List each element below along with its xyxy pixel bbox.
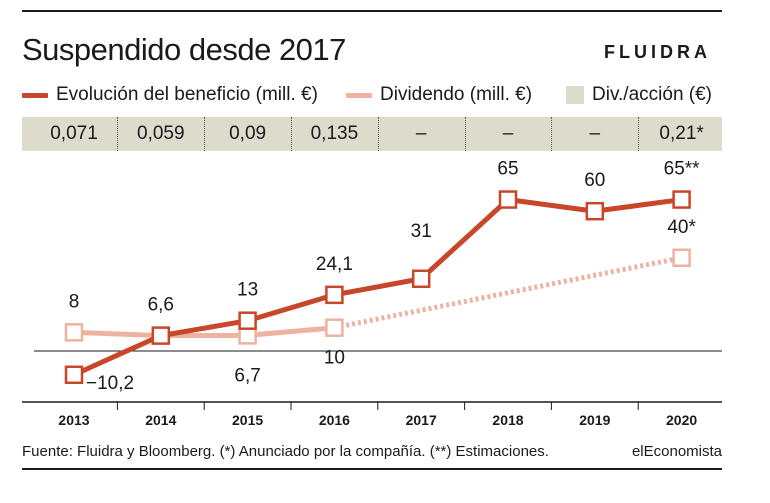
- profit-label-2020: 65**: [664, 159, 701, 180]
- dividend-projection-line: [333, 255, 683, 331]
- profit-point-2018: [498, 190, 518, 209]
- legend-dividend-swatch: [346, 92, 372, 98]
- dps-divider: [465, 117, 467, 151]
- legend-profit-swatch: [22, 92, 48, 98]
- dividend-label-2013: 8: [69, 291, 80, 312]
- x-tick-label-2016: 2016: [319, 412, 350, 428]
- dps-value-2020: 0,21*: [659, 123, 704, 144]
- dps-divider: [291, 117, 293, 151]
- dps-value-2013: 0,071: [50, 123, 98, 144]
- dps-value-2016: 0,135: [310, 123, 359, 144]
- x-tick-label-2018: 2018: [492, 412, 523, 428]
- chart-title: Suspendido desde 2017: [22, 32, 346, 67]
- dividend-label-2016: 10: [324, 348, 345, 369]
- dividend-point-2020: [672, 248, 691, 268]
- dps-value-2019: –: [589, 123, 601, 144]
- dps-value-2014: 0,059: [137, 123, 185, 144]
- legend-dividend-label: Dividendo (mill. €): [380, 84, 533, 105]
- profit-label-2015: 13: [237, 280, 258, 301]
- dps-value-2018: –: [502, 123, 514, 144]
- x-tick-label-2015: 2015: [232, 412, 263, 428]
- dividend-label-2020: 40*: [667, 217, 696, 238]
- dividend-point-2016: [325, 318, 344, 337]
- legend-dps-swatch: [566, 86, 584, 104]
- dps-divider: [117, 117, 119, 151]
- x-tick-label-2014: 2014: [145, 412, 176, 428]
- legend-dps: Div./acción (€): [566, 82, 712, 108]
- brand-credit: elEconomista: [631, 443, 722, 460]
- profit-label-2013: −10,2: [86, 373, 134, 394]
- dividend-line: [73, 325, 335, 339]
- dps-divider: [638, 117, 640, 151]
- dps-divider: [204, 117, 206, 151]
- profit-point-2017: [411, 269, 431, 289]
- fluidra-logo: FLUIDRA: [604, 42, 711, 62]
- x-tick-label-2019: 2019: [579, 412, 610, 428]
- dividend-point-2013: [64, 323, 84, 342]
- source-note: Fuente: Fluidra y Bloomberg. (*) Anuncia…: [22, 443, 549, 460]
- x-tick-label-2013: 2013: [58, 412, 89, 428]
- legend-dividend: Dividendo (mill. €): [346, 82, 532, 108]
- profit-label-2016: 24,1: [316, 254, 353, 275]
- profit-point-2013: [64, 365, 84, 385]
- profit-point-2014: [151, 326, 171, 345]
- dps-divider: [551, 117, 553, 151]
- dps-value-2017: –: [415, 123, 427, 144]
- dps-value-2015: 0,09: [229, 123, 267, 144]
- dps-divider: [378, 117, 380, 151]
- profit-label-2017: 31: [411, 221, 432, 242]
- legend-profit: Evolución del beneficio (mill. €): [22, 82, 318, 108]
- x-tick-label-2020: 2020: [666, 412, 697, 428]
- profit-label-2018: 65: [497, 159, 518, 180]
- legend-dps-label: Div./acción (€): [592, 84, 713, 105]
- top-rule: [22, 10, 722, 12]
- x-tick-label-2017: 2017: [406, 412, 437, 428]
- profit-point-2019: [585, 201, 605, 221]
- profit-point-2020: [672, 190, 691, 209]
- profit-line: [72, 196, 682, 378]
- bottom-rule: [22, 468, 722, 470]
- dps-band: [22, 117, 722, 151]
- profit-point-2016: [325, 285, 344, 305]
- profit-point-2015: [238, 311, 257, 330]
- dividend-label-2015: 6,7: [234, 365, 260, 386]
- profit-label-2014: 6,6: [148, 295, 174, 316]
- legend-profit-label: Evolución del beneficio (mill. €): [56, 84, 318, 105]
- profit-label-2019: 60: [584, 170, 605, 191]
